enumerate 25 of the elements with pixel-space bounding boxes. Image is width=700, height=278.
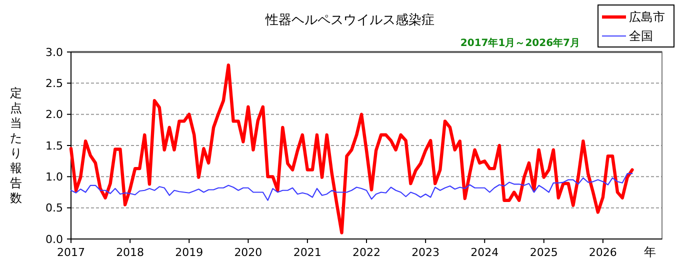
y-tick-label: 2.0 bbox=[46, 108, 63, 122]
line-series bbox=[69, 63, 634, 234]
legend-label: 全国 bbox=[629, 29, 653, 44]
x-tick-label: 2019 bbox=[175, 246, 204, 259]
x-tick-label: 2017 bbox=[57, 246, 85, 259]
x-tick-label: 2024 bbox=[470, 246, 499, 259]
legend-label: 広島市 bbox=[629, 10, 665, 24]
x-tick-label: 2025 bbox=[530, 246, 558, 259]
y-tick-label: 0.0 bbox=[46, 232, 63, 246]
y-tick-label: 0.5 bbox=[46, 202, 63, 215]
x-tick-label: 2023 bbox=[412, 246, 440, 259]
chart-subtitle: 2017年1月～2026年7月 bbox=[460, 37, 580, 49]
line-series bbox=[70, 173, 633, 201]
x-tick-label: 2020 bbox=[234, 246, 262, 259]
chart-title: 性器ヘルペスウイルス感染症 bbox=[264, 13, 434, 28]
y-axis-title: 定点当たり報告数 bbox=[10, 86, 22, 206]
y-tick-label: 2.5 bbox=[46, 77, 63, 90]
x-axis-title: 年 bbox=[644, 245, 656, 259]
y-tick-label: 3.0 bbox=[46, 46, 63, 59]
x-tick-label: 2022 bbox=[352, 246, 380, 259]
y-tick-label: 1.0 bbox=[46, 170, 63, 184]
y-tick-label: 1.5 bbox=[46, 139, 63, 152]
x-tick-label: 2021 bbox=[293, 246, 322, 259]
x-tick-label: 2018 bbox=[116, 246, 144, 259]
x-tick-label: 2026 bbox=[588, 246, 617, 259]
